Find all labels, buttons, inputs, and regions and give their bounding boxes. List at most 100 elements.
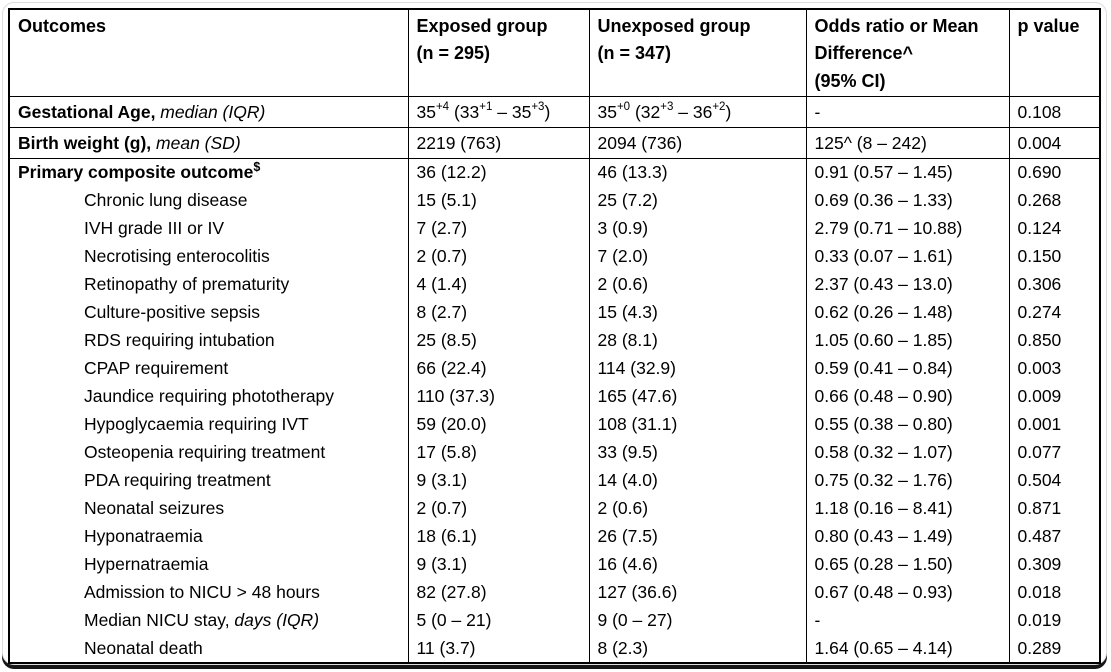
table-body: Gestational Age, median (IQR) 35+4 (33+1 … <box>9 96 1100 663</box>
unexposed-cell: 28 (8.1) <box>588 326 806 355</box>
exposed-cell: 8 (2.7) <box>407 298 589 327</box>
outcome-cell: Primary composite outcome$ <box>9 158 408 187</box>
p-value-cell: 0.001 <box>1008 410 1100 439</box>
unexposed-cell: 108 (31.1) <box>588 410 806 439</box>
odds-ratio-cell: 0.67 (0.48 – 0.93) <box>805 578 1009 607</box>
outcomes-table: Outcomes Exposed group (n = 295) Unexpos… <box>8 8 1101 664</box>
exposed-cell: 2219 (763) <box>407 127 589 159</box>
unexposed-cell: 15 (4.3) <box>588 298 806 327</box>
exposed-cell: 9 (3.1) <box>407 466 589 495</box>
odds-ratio-cell: 0.91 (0.57 – 1.45) <box>805 158 1009 187</box>
outcome-cell: Neonatal seizures <box>84 498 225 519</box>
unexposed-cell: 165 (47.6) <box>588 382 806 411</box>
unexposed-cell: 3 (0.9) <box>588 214 806 243</box>
unexposed-cell: 7 (2.0) <box>588 242 806 271</box>
p-value-cell: 0.850 <box>1008 326 1100 355</box>
table-row: Hyponatraemia 18 (6.1) 26 (7.5) 0.80 (0.43 … <box>9 522 1100 551</box>
outcome-cell: RDS requiring intubation <box>84 330 275 351</box>
exposed-cell: 59 (20.0) <box>407 410 589 439</box>
exposed-cell: 35+4 (33+1 – 35+3) <box>407 96 589 128</box>
unexposed-cell: 35+0 (32+3 – 36+2) <box>588 96 806 128</box>
table-row: Culture-positive sepsis 8 (2.7) 15 (4.3) 0.… <box>9 298 1100 327</box>
table-row: Median NICU stay, days (IQR) 5 (0 – 21) 9 … <box>9 606 1100 635</box>
odds-ratio-cell: 0.66 (0.48 – 0.90) <box>805 382 1009 411</box>
table-row: Hypernatraemia 9 (3.1) 16 (4.6) 0.65 (0.28 … <box>9 550 1100 579</box>
table-row: Gestational Age, median (IQR) 35+4 (33+1 … <box>9 96 1100 128</box>
unexposed-cell: 127 (36.6) <box>588 578 806 607</box>
unexposed-cell: 114 (32.9) <box>588 354 806 383</box>
p-value-cell: 0.306 <box>1008 270 1100 299</box>
header-exposed-group: Exposed group (n = 295) <box>407 9 589 98</box>
odds-ratio-cell: 0.59 (0.41 – 0.84) <box>805 354 1009 383</box>
table-row: Retinopathy of prematurity 4 (1.4) 2 (0.6)… <box>9 270 1100 299</box>
table-row: Primary composite outcome$ 36 (12.2) 46 (1… <box>9 158 1100 187</box>
exposed-cell: 15 (5.1) <box>407 186 589 215</box>
p-value-cell: 0.124 <box>1008 214 1100 243</box>
outcome-cell: Osteopenia requiring treatment <box>84 442 326 463</box>
odds-ratio-cell: 0.69 (0.36 – 1.33) <box>805 186 1009 215</box>
table-row: Chronic lung disease 15 (5.1) 25 (7.2) 0.69… <box>9 186 1100 215</box>
odds-ratio-cell: 0.80 (0.43 – 1.49) <box>805 522 1009 551</box>
p-value-cell: 0.018 <box>1008 578 1100 607</box>
exposed-cell: 110 (37.3) <box>407 382 589 411</box>
table-row: IVH grade III or IV 7 (2.7) 3 (0.9) 2.79 (0… <box>9 214 1100 243</box>
p-value-cell: 0.504 <box>1008 466 1100 495</box>
exposed-cell: 7 (2.7) <box>407 214 589 243</box>
odds-ratio-cell: 125^ (8 – 242) <box>805 127 1009 159</box>
header-unexposed-group: Unexposed group (n = 347) <box>588 9 806 98</box>
p-value-cell: 0.309 <box>1008 550 1100 579</box>
odds-ratio-cell: - <box>805 606 1009 635</box>
table-row: PDA requiring treatment 9 (3.1) 14 (4.0) 0.… <box>9 466 1100 495</box>
unexposed-cell: 9 (0 – 27) <box>588 606 806 635</box>
odds-ratio-cell: 2.79 (0.71 – 10.88) <box>805 214 1009 243</box>
outcome-cell: Retinopathy of prematurity <box>84 274 290 295</box>
table-row: Hypoglycaemia requiring IVT 59 (20.0) 108 … <box>9 410 1100 439</box>
outcome-cell: Necrotising enterocolitis <box>84 246 270 267</box>
exposed-cell: 18 (6.1) <box>407 522 589 551</box>
odds-ratio-cell: 1.18 (0.16 – 8.41) <box>805 494 1009 523</box>
table-row: CPAP requirement 66 (22.4) 114 (32.9) 0.59 … <box>9 354 1100 383</box>
exposed-cell: 11 (3.7) <box>407 634 589 663</box>
p-value-cell: 0.487 <box>1008 522 1100 551</box>
unexposed-cell: 26 (7.5) <box>588 522 806 551</box>
outcome-cell: Culture-positive sepsis <box>84 302 261 323</box>
odds-ratio-cell: 0.65 (0.28 – 1.50) <box>805 550 1009 579</box>
p-value-cell: 0.150 <box>1008 242 1100 271</box>
outcome-cell: Hypoglycaemia requiring IVT <box>84 414 309 435</box>
table-row: Neonatal death 11 (3.7) 8 (2.3) 1.64 (0.65 … <box>9 634 1100 663</box>
outcome-cell: Gestational Age, median (IQR) <box>9 96 408 128</box>
outcome-cell: Chronic lung disease <box>84 190 248 211</box>
unexposed-cell: 8 (2.3) <box>588 634 806 663</box>
odds-ratio-cell: 1.05 (0.60 – 1.85) <box>805 326 1009 355</box>
header-outcomes: Outcomes <box>9 9 408 98</box>
p-value-cell: 0.268 <box>1008 186 1100 215</box>
outcome-cell: IVH grade III or IV <box>84 218 225 239</box>
unexposed-cell: 2094 (736) <box>588 127 806 159</box>
p-value-cell: 0.871 <box>1008 494 1100 523</box>
table-row: Admission to NICU > 48 hours 82 (27.8) 127… <box>9 578 1100 607</box>
exposed-cell: 82 (27.8) <box>407 578 589 607</box>
odds-ratio-cell: 0.62 (0.26 – 1.48) <box>805 298 1009 327</box>
p-value-cell: 0.274 <box>1008 298 1100 327</box>
outcome-cell: CPAP requirement <box>84 358 229 379</box>
unexposed-cell: 25 (7.2) <box>588 186 806 215</box>
odds-ratio-cell: - <box>805 96 1009 128</box>
unexposed-cell: 14 (4.0) <box>588 466 806 495</box>
exposed-cell: 25 (8.5) <box>407 326 589 355</box>
table-header: Outcomes Exposed group (n = 295) Unexpos… <box>9 9 1100 98</box>
unexposed-cell: 2 (0.6) <box>588 494 806 523</box>
p-value-cell: 0.108 <box>1008 96 1100 128</box>
table-row: Birth weight (g), mean (SD) 2219 (763) 209… <box>9 127 1100 159</box>
exposed-cell: 66 (22.4) <box>407 354 589 383</box>
odds-ratio-cell: 0.33 (0.07 – 1.61) <box>805 242 1009 271</box>
outcome-cell: Jaundice requiring phototherapy <box>84 386 335 407</box>
unexposed-cell: 33 (9.5) <box>588 438 806 467</box>
p-value-cell: 0.690 <box>1008 158 1100 187</box>
odds-ratio-cell: 0.75 (0.32 – 1.76) <box>805 466 1009 495</box>
exposed-cell: 2 (0.7) <box>407 494 589 523</box>
table-row: RDS requiring intubation 25 (8.5) 28 (8.1)… <box>9 326 1100 355</box>
odds-ratio-cell: 0.58 (0.32 – 1.07) <box>805 438 1009 467</box>
outcome-cell: Median NICU stay, days (IQR) <box>84 610 320 631</box>
unexposed-cell: 46 (13.3) <box>588 158 806 187</box>
